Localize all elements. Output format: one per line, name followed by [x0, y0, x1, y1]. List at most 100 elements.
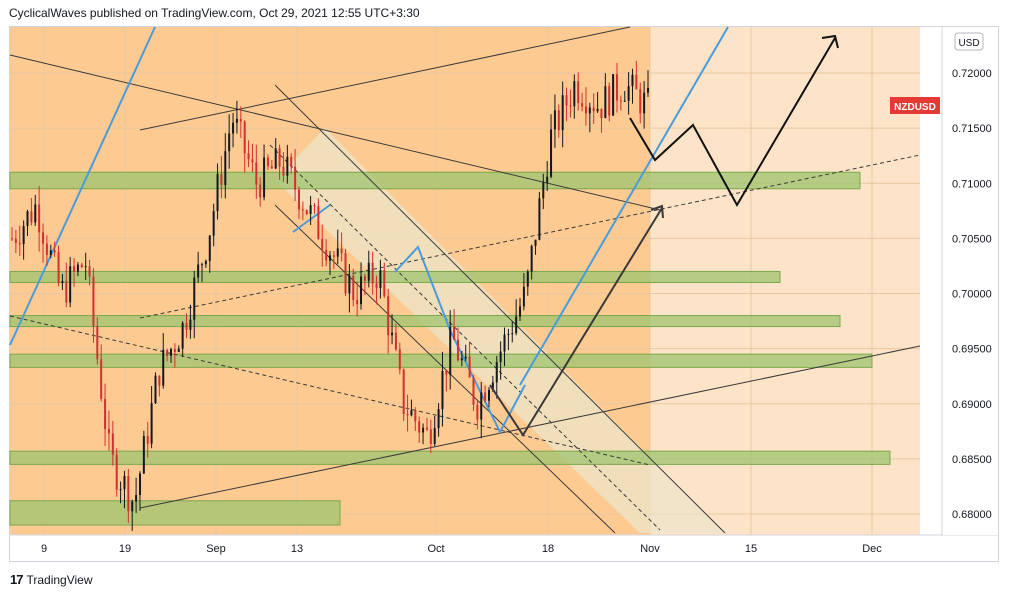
candle-body — [488, 389, 490, 401]
candle-body — [204, 260, 207, 265]
candle-body — [410, 410, 413, 416]
candle-body — [584, 106, 587, 114]
candle-body — [38, 204, 41, 233]
candle-body — [18, 243, 21, 245]
candle-body — [406, 414, 409, 416]
candle-body — [251, 159, 254, 163]
channel-lower-line — [274, 204, 616, 534]
candle-body — [305, 210, 308, 214]
candle-body — [96, 325, 99, 360]
candle-body — [294, 166, 297, 190]
support-zone — [9, 270, 781, 283]
candle-body — [383, 270, 386, 297]
candle-body — [224, 151, 227, 185]
candle-body — [561, 95, 564, 131]
currency-badge — [954, 32, 984, 51]
wedge-top-line — [9, 54, 661, 211]
candle-body — [557, 110, 560, 131]
candle-body — [340, 248, 343, 254]
y-axis-panel — [943, 27, 998, 535]
candle-body — [418, 421, 421, 433]
candle-body — [309, 205, 312, 214]
support-zone — [9, 500, 341, 526]
candle-body — [546, 176, 549, 183]
candle-body — [394, 332, 397, 350]
candle-body — [360, 276, 363, 305]
candle-body — [131, 501, 134, 512]
candle-body — [92, 276, 95, 326]
candle-body — [49, 250, 52, 255]
x-tick-label: Oct — [427, 543, 444, 555]
candle-body — [534, 239, 537, 246]
candle-body — [623, 100, 626, 102]
candle-body — [476, 404, 479, 420]
candle-body — [647, 88, 649, 93]
candle-body — [247, 153, 250, 160]
candle-body — [286, 156, 289, 176]
candle-body — [278, 148, 281, 167]
tradingview-logo-icon: 17 — [10, 572, 24, 587]
candle-body — [76, 264, 79, 272]
candle-body — [569, 105, 572, 107]
support-zone — [9, 315, 841, 328]
candle-body — [456, 339, 459, 361]
candle-body — [185, 322, 188, 330]
candle-body — [425, 427, 428, 430]
candle-body — [608, 86, 611, 116]
candle-body — [503, 334, 506, 352]
candle-body — [367, 262, 370, 281]
candle-body — [317, 205, 320, 240]
blue-wave-path — [292, 204, 331, 233]
candle-body — [639, 89, 642, 114]
x-tick-label: 18 — [542, 543, 554, 555]
candle-body — [336, 248, 339, 257]
x-tick-label: Dec — [862, 543, 882, 555]
candle-body — [332, 255, 335, 257]
candle-body — [433, 428, 436, 445]
candle-body — [515, 316, 518, 334]
support-zone — [9, 450, 891, 465]
candle-body — [73, 266, 76, 272]
candle-body — [232, 122, 235, 134]
candle-body — [243, 121, 246, 154]
y-tick-label: 0.70000 — [952, 289, 992, 301]
candle-body — [266, 157, 269, 167]
candle-body — [142, 436, 145, 474]
candle-body — [627, 86, 630, 101]
candle-body — [402, 369, 405, 415]
y-tick-label: 0.70500 — [952, 233, 992, 245]
candle-body — [138, 473, 141, 495]
channel-mid-line — [269, 144, 661, 531]
tradingview-footer[interactable]: 17 TradingView — [10, 572, 93, 587]
candle-body — [352, 275, 355, 300]
projection-arrowhead — [821, 34, 839, 49]
candle-body — [371, 262, 374, 284]
y-tick-label: 0.69500 — [952, 344, 992, 356]
x-tick-label: 19 — [119, 543, 131, 555]
symbol-label: NZDUSD — [894, 102, 936, 113]
candle-body — [329, 255, 331, 261]
chart-frame — [9, 26, 999, 562]
candle-body — [42, 232, 45, 244]
x-axis-labels: 9 19 Sep 13 Oct 18 Nov 15 Dec — [41, 543, 882, 555]
candle-body — [34, 204, 37, 223]
x-axis-panel — [10, 536, 998, 561]
blue-line-left — [9, 26, 156, 346]
candle-body — [53, 250, 56, 253]
candle-body — [208, 235, 211, 261]
candle-body — [526, 271, 529, 287]
blue-line-right — [519, 26, 729, 386]
candle-body — [239, 118, 242, 122]
candle-body — [135, 494, 138, 502]
candle-body — [325, 249, 328, 261]
dashed-falling-line — [9, 315, 651, 466]
candle-body — [356, 299, 359, 305]
candle-body — [542, 182, 545, 199]
candle-body — [453, 326, 456, 340]
candle-body — [538, 198, 541, 240]
candle-body — [550, 129, 553, 177]
candle-body — [301, 209, 304, 211]
candle-body — [449, 326, 452, 375]
channel-upper-line — [274, 84, 726, 534]
